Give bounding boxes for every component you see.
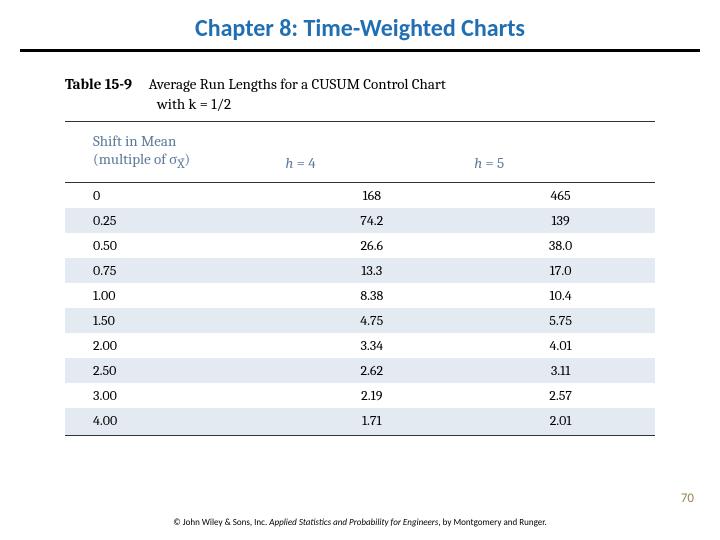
cell-h5: 2.57 (466, 383, 655, 408)
col-header-h4: h = 4 (277, 121, 466, 182)
cell-h5: 5.75 (466, 308, 655, 333)
cell-h4: 13.3 (277, 258, 466, 283)
cell-h4: 2.19 (277, 383, 466, 408)
cell-shift: 0.50 (65, 233, 277, 258)
cell-h4: 168 (277, 182, 466, 208)
caption-line1: Average Run Lengths for a CUSUM Control … (149, 75, 446, 93)
arl-table: Shift in Mean (multiple of σX̄) h = 4 h … (65, 121, 655, 436)
cell-shift: 0.25 (65, 208, 277, 233)
slide: Chapter 8: Time-Weighted Charts Table 15… (0, 0, 720, 540)
caption-label: Table 15-9 (65, 75, 132, 93)
table-row: 0168465 (65, 182, 655, 208)
table-row: 0.7513.317.0 (65, 258, 655, 283)
table-container: Table 15-9 Average Run Lengths for a CUS… (65, 74, 655, 436)
header-shift-line2: (multiple of σ (93, 150, 177, 168)
cell-shift: 4.00 (65, 408, 277, 436)
cell-shift: 1.00 (65, 283, 277, 308)
cell-shift: 2.50 (65, 358, 277, 383)
footer-suffix: , by Montgomery and Runger. (438, 517, 546, 528)
table-caption: Table 15-9 Average Run Lengths for a CUS… (65, 74, 655, 115)
cell-h4: 3.34 (277, 333, 466, 358)
cell-h5: 10.4 (466, 283, 655, 308)
col-header-h5: h = 5 (466, 121, 655, 182)
table-row: 4.001.712.01 (65, 408, 655, 436)
table-body: 01684650.2574.21390.5026.638.00.7513.317… (65, 182, 655, 435)
table-row: 0.5026.638.0 (65, 233, 655, 258)
page-title: Chapter 8: Time-Weighted Charts (0, 0, 720, 49)
title-text: Chapter 8: Time-Weighted Charts (195, 14, 525, 43)
footer-prefix: © John Wiley & Sons, Inc. (173, 517, 269, 528)
cell-h5: 4.01 (466, 333, 655, 358)
header-shift-line1: Shift in Mean (93, 132, 176, 150)
cell-h5: 465 (466, 182, 655, 208)
cell-h5: 17.0 (466, 258, 655, 283)
cell-shift: 3.00 (65, 383, 277, 408)
cell-h5: 38.0 (466, 233, 655, 258)
footer-book: Applied Statistics and Probability for E… (269, 517, 438, 528)
title-rule (20, 49, 700, 52)
footer: © John Wiley & Sons, Inc. Applied Statis… (0, 517, 720, 528)
cell-shift: 0 (65, 182, 277, 208)
caption-line2: with k = 1/2 (65, 94, 655, 114)
col-header-shift: Shift in Mean (multiple of σX̄) (65, 121, 277, 182)
cell-h4: 26.6 (277, 233, 466, 258)
cell-h4: 4.75 (277, 308, 466, 333)
cell-h5: 139 (466, 208, 655, 233)
table-row: 1.008.3810.4 (65, 283, 655, 308)
cell-shift: 2.00 (65, 333, 277, 358)
table-row: 3.002.192.57 (65, 383, 655, 408)
cell-h5: 3.11 (466, 358, 655, 383)
cell-h4: 8.38 (277, 283, 466, 308)
cell-h4: 2.62 (277, 358, 466, 383)
table-row: 2.502.623.11 (65, 358, 655, 383)
cell-h4: 1.71 (277, 408, 466, 436)
cell-h5: 2.01 (466, 408, 655, 436)
cell-shift: 0.75 (65, 258, 277, 283)
table-row: 2.003.344.01 (65, 333, 655, 358)
cell-shift: 1.50 (65, 308, 277, 333)
cell-h4: 74.2 (277, 208, 466, 233)
table-row: 0.2574.2139 (65, 208, 655, 233)
table-header-row: Shift in Mean (multiple of σX̄) h = 4 h … (65, 121, 655, 182)
table-row: 1.504.755.75 (65, 308, 655, 333)
page-number: 70 (681, 491, 694, 506)
header-shift-tail: ) (184, 150, 190, 168)
